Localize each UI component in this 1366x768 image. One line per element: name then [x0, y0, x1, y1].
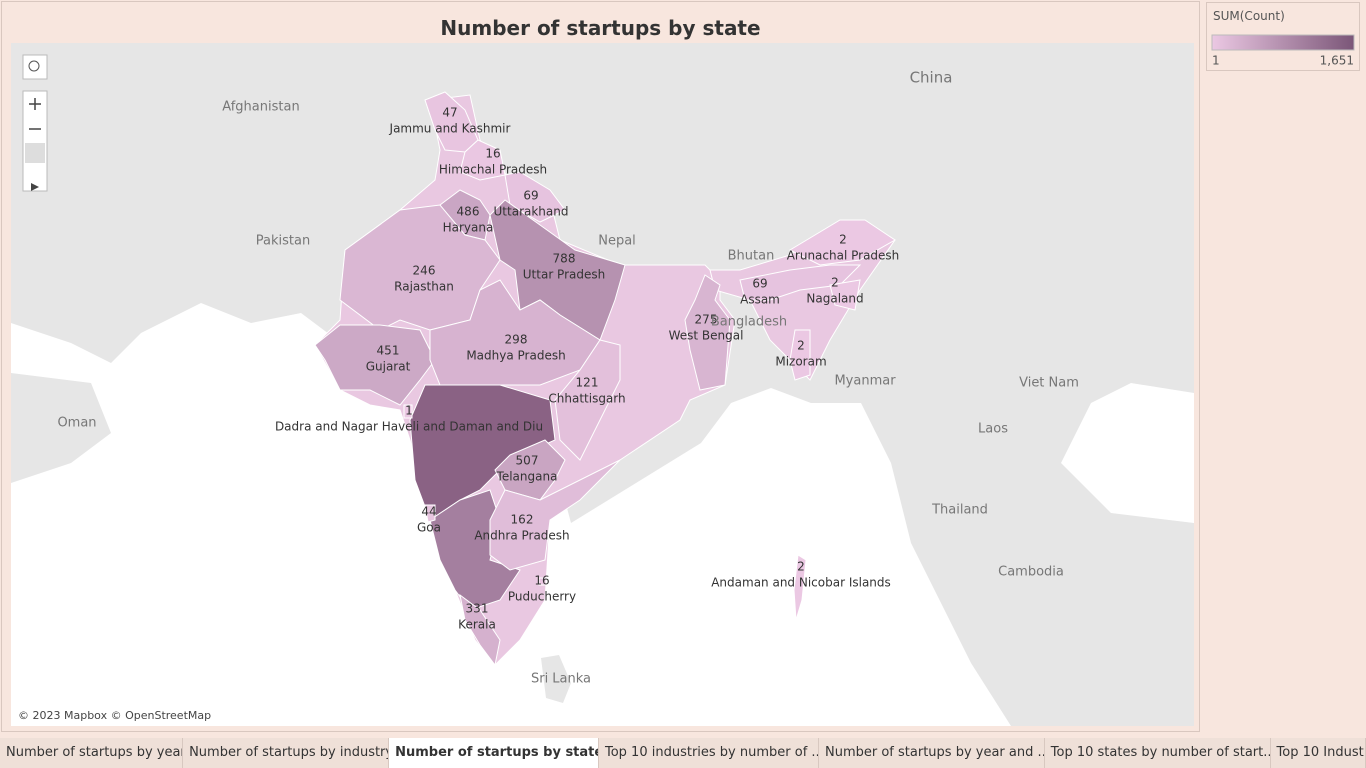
- state-shape: [538, 577, 547, 586]
- state-name: Andhra Pradesh: [474, 529, 569, 543]
- country-label: Laos: [978, 422, 1008, 437]
- state-shape: [403, 404, 413, 419]
- state-value: 331: [466, 602, 489, 616]
- state-name: Nagaland: [806, 292, 863, 306]
- state-name: Andaman and Nicobar Islands: [711, 576, 891, 590]
- state-name: Himachal Pradesh: [439, 163, 547, 177]
- state-name: Puducherry: [508, 590, 576, 604]
- expand-toolbar[interactable]: [31, 183, 39, 191]
- land-arabia: [11, 373, 111, 483]
- state-value: 69: [523, 189, 538, 203]
- state-name: Dadra and Nagar Haveli and Daman and Diu: [275, 420, 543, 434]
- maharashtra-shape: [409, 384, 556, 521]
- state-shape: [793, 554, 807, 621]
- state-value: 298: [505, 333, 528, 347]
- legend: SUM(Count) 1 1,651: [1206, 2, 1360, 71]
- state-value: 1: [405, 404, 413, 418]
- state-shape: [494, 439, 566, 501]
- state-name: Telangana: [496, 470, 558, 484]
- state-shape: [829, 279, 861, 311]
- state-value: 162: [511, 513, 534, 527]
- state-name: Arunachal Pradesh: [787, 249, 900, 263]
- sheet-title: Number of startups by state: [440, 16, 761, 40]
- country-label: Thailand: [931, 503, 988, 518]
- country-label: Cambodia: [998, 565, 1064, 580]
- state-value: 275: [695, 313, 718, 327]
- sheet-tab[interactable]: Top 10 Indust: [1271, 738, 1366, 768]
- sheet-tab[interactable]: Top 10 industries by number of ...: [599, 738, 819, 768]
- map-toolbar: [22, 54, 48, 192]
- state-value: 451: [377, 344, 400, 358]
- state-shape: [684, 274, 731, 391]
- search-button[interactable]: [22, 54, 48, 80]
- state-value: 507: [516, 454, 539, 468]
- state-value: 2: [797, 560, 805, 574]
- state-value: 2: [839, 233, 847, 247]
- state-shape: [788, 219, 896, 266]
- search-icon: [28, 60, 40, 72]
- state-name: Mizoram: [775, 355, 826, 369]
- state-name: Haryana: [443, 221, 494, 235]
- state-name: Kerala: [458, 618, 496, 632]
- state-shape: [459, 593, 501, 667]
- state-shape: [424, 504, 436, 523]
- country-label: Pakistan: [256, 234, 310, 249]
- state-shape: [489, 459, 621, 571]
- state-name: Chhattisgarh: [548, 392, 625, 406]
- country-label: Sri Lanka: [531, 672, 591, 687]
- state-name: Gujarat: [366, 360, 411, 374]
- country-label: Nepal: [598, 234, 636, 249]
- state-name: Uttarakhand: [494, 205, 569, 219]
- country-label: Bhutan: [728, 249, 775, 264]
- country-label: China: [910, 69, 953, 87]
- pin-button[interactable]: [25, 143, 45, 163]
- attribution: © 2023 Mapbox © OpenStreetMap: [18, 709, 211, 722]
- state-name: Rajasthan: [394, 280, 454, 294]
- state-shape: [314, 324, 436, 406]
- country-label: Oman: [57, 416, 96, 431]
- country-label: Viet Nam: [1019, 376, 1079, 391]
- sheet-tab[interactable]: Number of startups by industry: [183, 738, 390, 768]
- state-name: Uttar Pradesh: [523, 268, 605, 282]
- state-value: 2: [797, 339, 805, 353]
- sheet-tab[interactable]: Top 10 states by number of start...: [1045, 738, 1271, 768]
- state-value: 2: [831, 276, 839, 290]
- states: 47 Jammu and Kashmir 16 Himachal Pradesh 69 U…: [275, 91, 900, 667]
- state-shape: [789, 329, 811, 381]
- land-sri-lanka: [541, 655, 571, 703]
- state-name: Assam: [740, 293, 780, 307]
- state-value: 486: [457, 205, 480, 219]
- sheet-tab[interactable]: Number of startups by year and ...: [819, 738, 1045, 768]
- state-shape: [429, 279, 601, 386]
- country-label: Myanmar: [834, 374, 896, 389]
- state-value: 121: [576, 376, 599, 390]
- country-label: Afghanistan: [222, 100, 299, 115]
- state-value: 16: [534, 574, 549, 588]
- state-value: 788: [553, 252, 576, 266]
- state-value: 47: [442, 106, 457, 120]
- legend-ramp: 1 1,651: [1211, 34, 1355, 68]
- state-name: Goa: [417, 521, 441, 535]
- map: 47 Jammu and Kashmir 16 Himachal Pradesh 69 U…: [11, 43, 1194, 726]
- legend-max: 1,651: [1320, 54, 1354, 68]
- sheet-tab[interactable]: Number of startups by state: [389, 738, 599, 768]
- zoom-in[interactable]: [29, 98, 41, 110]
- sheet-tab[interactable]: Number of startups by year: [0, 738, 184, 768]
- state-value: 69: [752, 277, 767, 291]
- state-value: 16: [485, 147, 500, 161]
- color-ramp: [1211, 34, 1355, 51]
- legend-min: 1: [1212, 54, 1220, 68]
- state-name: West Bengal: [669, 329, 744, 343]
- tab-bar: Number of startups by year Number of star…: [0, 738, 1366, 768]
- state-name: Jammu and Kashmir: [389, 122, 511, 136]
- state-name: Madhya Pradesh: [466, 349, 565, 363]
- country-labels: China Afghanistan Pakistan Nepal Bhutan Bangl…: [57, 69, 1078, 687]
- state-shape: [554, 339, 621, 461]
- country-label: Bangladesh: [711, 315, 787, 330]
- state-value: 44: [421, 505, 436, 519]
- state-value: 246: [413, 264, 436, 278]
- legend-title: SUM(Count): [1213, 9, 1285, 23]
